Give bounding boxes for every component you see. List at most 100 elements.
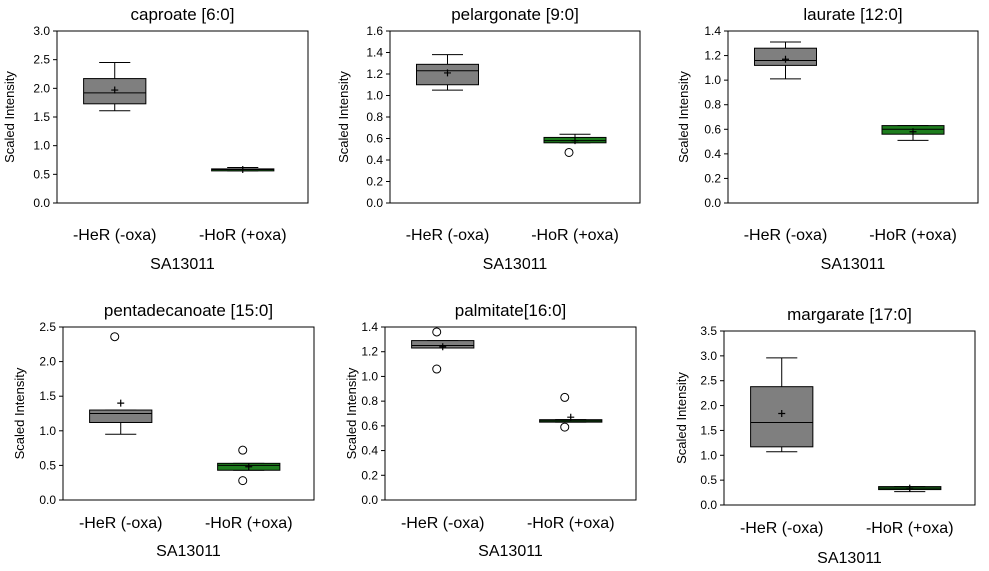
y-tick-label: 1.5 xyxy=(39,389,56,403)
y-tick-label: 1.5 xyxy=(33,110,50,124)
box-iqr xyxy=(89,409,153,423)
y-tick-label: 1.4 xyxy=(361,320,378,334)
y-tick-label: 3.0 xyxy=(33,24,50,38)
outlier-point xyxy=(238,476,248,486)
y-tick-label: 0.0 xyxy=(361,493,378,507)
y-tick-label: 1.0 xyxy=(33,139,50,153)
mean-marker xyxy=(245,463,253,471)
box-her xyxy=(416,54,479,91)
y-tick-label: 2.5 xyxy=(33,53,50,67)
y-tick-label: 0.8 xyxy=(361,394,378,408)
chart-panel-4: pentadecanoate [15:0] 0.0 0.5 1.0 1.5 2.0 2.5 S… xyxy=(12,301,315,560)
y-axis-label: Scaled Intensity xyxy=(344,367,359,459)
x-category-label: -HoR (+oxa) xyxy=(866,520,954,537)
y-tick-label: 0.8 xyxy=(366,110,383,124)
x-category-label: -HeR (-oxa) xyxy=(79,515,163,532)
outlier-point xyxy=(110,332,120,342)
y-tick-label: 3.5 xyxy=(700,324,717,338)
y-tick-label: 0.6 xyxy=(366,132,383,146)
y-tick-label: 0.4 xyxy=(366,153,383,167)
y-tick-label: 2.0 xyxy=(33,81,50,95)
y-tick-label: 1.0 xyxy=(366,89,383,103)
box-her xyxy=(411,327,475,374)
x-category-label: -HeR (-oxa) xyxy=(744,227,828,244)
chart-title: caproate [6:0] xyxy=(131,5,235,24)
plot-frame xyxy=(727,30,979,204)
x-category-label: -HoR (+oxa) xyxy=(869,227,957,244)
mean-marker xyxy=(111,86,119,94)
y-axis-label: Scaled Intensity xyxy=(676,71,691,163)
box-her xyxy=(750,357,814,453)
y-tick-label: 0.6 xyxy=(704,122,721,136)
outlier-point xyxy=(564,147,574,157)
y-tick-label: 0.8 xyxy=(704,98,721,112)
box-hor xyxy=(881,125,945,141)
y-tick-label: 1.0 xyxy=(39,424,56,438)
chart-title: pelargonate [9:0] xyxy=(451,5,579,24)
y-tick-label: 2.0 xyxy=(700,399,717,413)
y-tick-label: 1.6 xyxy=(366,24,383,38)
x-category-label: -HoR (+oxa) xyxy=(527,515,615,532)
outlier-point xyxy=(560,422,570,432)
box-hor xyxy=(211,165,275,173)
x-axis-label: SA13011 xyxy=(150,256,215,273)
y-axis-label: Scaled Intensity xyxy=(2,71,17,163)
y-tick-label: 0.2 xyxy=(704,171,721,185)
y-tick-label: 0.0 xyxy=(366,196,383,210)
mean-marker xyxy=(567,413,575,421)
chart-panel-2: pelargonate [9:0] 0.0 0.2 0.4 0.6 0.8 1.0 1.2 1.… xyxy=(336,5,641,273)
x-category-label: -HeR (-oxa) xyxy=(401,515,485,532)
y-tick-label: 0.5 xyxy=(700,473,717,487)
mean-marker xyxy=(571,137,579,145)
mean-marker xyxy=(906,484,914,492)
x-axis-label: SA13011 xyxy=(478,543,543,560)
mean-marker xyxy=(239,165,247,173)
mean-marker xyxy=(909,128,917,136)
chart-panel-6: margarate [17:0] 0.0 0.5 1.0 1.5 2.0 2.5 3.0 3.5… xyxy=(674,305,976,567)
mean-marker xyxy=(782,55,789,63)
plot-frame xyxy=(389,30,641,204)
chart-panel-3: laurate [12:0] 0.0 0.2 0.4 0.6 0.8 1.0 1.2 1.4 Sc… xyxy=(676,5,979,273)
x-category-label: -HeR (-oxa) xyxy=(73,227,157,244)
y-tick-label: 2.5 xyxy=(700,374,717,388)
outlier-point xyxy=(560,392,570,402)
y-axis-label: Scaled Intensity xyxy=(12,367,27,459)
x-category-label: -HeR (-oxa) xyxy=(406,227,490,244)
y-tick-label: 1.0 xyxy=(704,73,721,87)
x-axis-label: SA13011 xyxy=(821,256,886,273)
box-hor xyxy=(878,484,942,493)
y-tick-label: 0.0 xyxy=(704,196,721,210)
chart-panel-1: caproate [6:0] 0.0 0.5 1.0 1.5 2.0 2.5 3.0 Scale… xyxy=(2,5,309,273)
y-tick-label: 1.4 xyxy=(366,46,383,60)
y-tick-label: 1.0 xyxy=(700,448,717,462)
chart-panel-5: palmitate[16:0] 0.0 0.2 0.4 0.6 0.8 1.0 1.2 1.4 S… xyxy=(344,301,637,560)
y-tick-label: 0.0 xyxy=(33,196,50,210)
box-her xyxy=(83,62,147,112)
y-tick-label: 1.4 xyxy=(704,24,721,38)
x-axis-label: SA13011 xyxy=(817,550,882,567)
x-category-label: -HoR (+oxa) xyxy=(199,227,287,244)
outlier-point xyxy=(432,364,442,374)
plot-frame xyxy=(723,330,976,506)
chart-title: pentadecanoate [15:0] xyxy=(104,301,273,320)
y-tick-label: 0.2 xyxy=(361,468,378,482)
outlier-point xyxy=(432,327,442,337)
box-her xyxy=(754,41,817,80)
plot-frame xyxy=(62,326,315,501)
x-category-label: -HoR (+oxa) xyxy=(531,227,619,244)
chart-title: margarate [17:0] xyxy=(787,305,912,324)
plot-frame xyxy=(56,30,309,204)
x-axis-label: SA13011 xyxy=(483,256,548,273)
y-tick-label: 0.4 xyxy=(704,147,721,161)
mean-marker xyxy=(444,69,451,77)
x-category-label: -HoR (+oxa) xyxy=(205,515,293,532)
y-tick-label: 0.6 xyxy=(361,419,378,433)
box-hor xyxy=(539,392,603,432)
y-axis-label: Scaled Intensity xyxy=(336,71,351,163)
chart-title: laurate [12:0] xyxy=(803,5,902,24)
y-tick-label: 1.2 xyxy=(704,49,721,63)
y-tick-label: 0.4 xyxy=(361,444,378,458)
y-tick-label: 0.5 xyxy=(33,167,50,181)
mean-marker xyxy=(117,399,125,407)
